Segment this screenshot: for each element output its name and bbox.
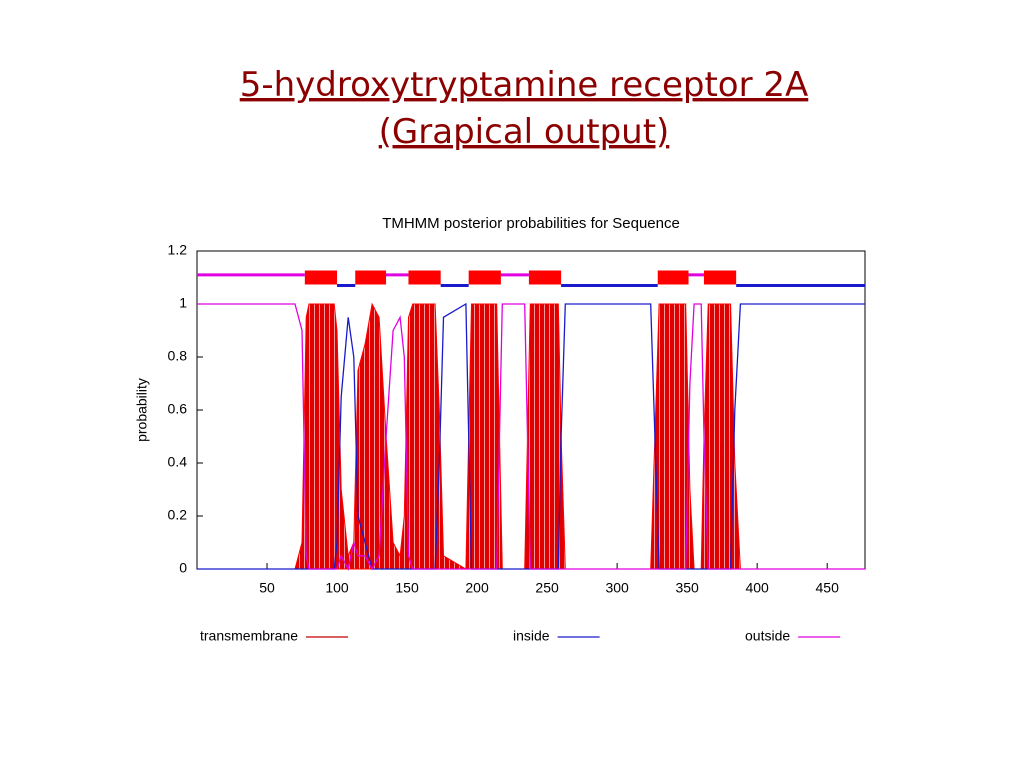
- x-tick-label: 200: [465, 580, 489, 596]
- legend-label: inside: [513, 628, 550, 644]
- y-tick-label: 1.2: [168, 242, 188, 258]
- x-tick-label: 300: [605, 580, 629, 596]
- y-tick-label: 0.8: [168, 348, 188, 364]
- probability-line: [197, 303, 865, 571]
- x-tick-label: 350: [675, 580, 699, 596]
- topology-box: [703, 270, 737, 285]
- y-axis-label: probability: [134, 378, 150, 442]
- slide-subtitle: (Grapical output): [379, 112, 670, 152]
- legend-label: transmembrane: [200, 628, 298, 644]
- y-tick-label: 0.6: [168, 401, 188, 417]
- topology-box: [528, 270, 562, 285]
- x-tick-label: 50: [259, 580, 275, 596]
- y-tick-label: 0.4: [168, 454, 188, 470]
- y-tick-label: 0: [179, 560, 187, 576]
- y-tick-label: 0.2: [168, 507, 188, 523]
- x-tick-label: 250: [535, 580, 559, 596]
- topology-box: [468, 270, 501, 285]
- topology-box: [304, 270, 338, 285]
- probability-area: [197, 302, 865, 570]
- x-tick-label: 150: [395, 580, 419, 596]
- topology-box: [355, 270, 387, 285]
- y-tick-label: 1: [179, 295, 187, 311]
- topology-box: [408, 270, 441, 285]
- x-tick-label: 400: [745, 580, 769, 596]
- x-tick-label: 450: [816, 580, 840, 596]
- topology-box: [657, 270, 689, 285]
- x-tick-label: 100: [325, 580, 349, 596]
- chart-title: TMHMM posterior probabilities for Sequen…: [382, 215, 680, 232]
- slide-title: 5-hydroxytryptamine receptor 2A: [240, 65, 809, 105]
- legend-label: outside: [745, 628, 790, 644]
- probability-line: [197, 302, 865, 570]
